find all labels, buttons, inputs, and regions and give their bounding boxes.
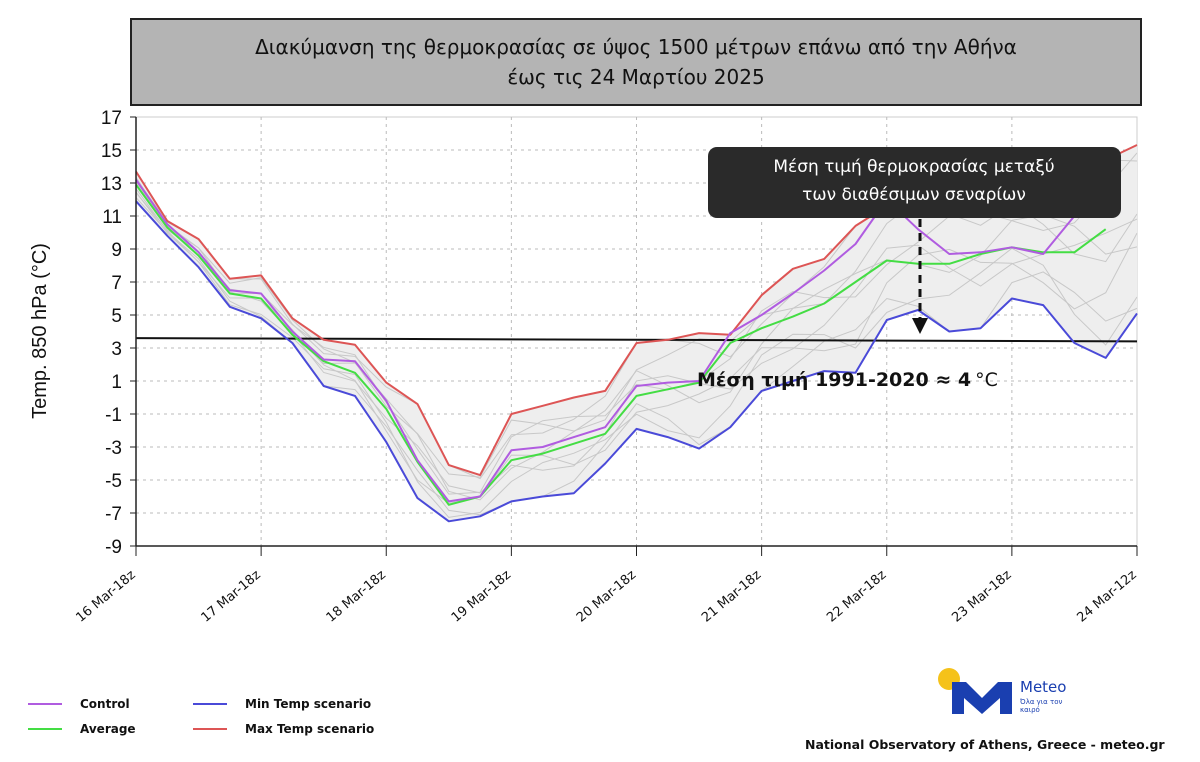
reference-line (135, 337, 1138, 343)
chart-title-line-2: έως τις 24 Μαρτίου 2025 (507, 65, 765, 89)
logo-tagline: Όλα για τον καιρό (1020, 698, 1063, 714)
legend-label-average: Average (80, 722, 136, 736)
legend-item-average: Average (28, 722, 136, 736)
legend-item-control: Control (28, 697, 130, 711)
series-line-control (135, 152, 1107, 503)
y-tick-label: 11 (102, 207, 122, 228)
y-tick-label: -5 (105, 471, 122, 492)
ensemble-member-line (135, 192, 1138, 494)
y-tick-label: 3 (111, 339, 122, 360)
y-tick-label: -9 (105, 537, 122, 558)
y-tick-label: 5 (111, 306, 122, 327)
annotation-box (708, 147, 1121, 218)
y-axis-label: Temp. 850 hPa (°C) (29, 243, 51, 419)
x-tick-label: 23 Mar-18z (949, 567, 1014, 625)
x-tick-label: 21 Mar-18z (699, 567, 764, 625)
chart-title-box: Διακύμανση της θερμοκρασίας σε ύψος 1500… (130, 18, 1142, 106)
x-tick-label: 19 Mar-18z (449, 567, 514, 625)
y-tick-label: -1 (105, 405, 122, 426)
y-tick-label: -7 (105, 504, 122, 525)
y-tick-label: 7 (111, 273, 122, 294)
legend-label-max-temp: Max Temp scenario (245, 722, 375, 736)
x-tick-label: 22 Mar-18z (824, 567, 889, 625)
series-line-average (135, 184, 1107, 506)
source-credit: National Observatory of Athens, Greece -… (805, 737, 1165, 752)
y-tick-label: -3 (105, 438, 122, 459)
x-tick-label: 24 Mar-12z (1074, 567, 1139, 625)
x-tick-label: 20 Mar-18z (574, 567, 639, 625)
legend-swatch-max-temp (193, 728, 227, 730)
annotation-line-2: των διαθέσιμων σεναρίων (802, 185, 1026, 205)
x-tick-label: 16 Mar-18z (73, 567, 138, 625)
x-tick-label: 18 Mar-18z (324, 567, 389, 625)
reference-label-main: Μέση τιμή 1991-2020 ≈ 4 (697, 369, 971, 391)
reference-label-unit: °C (975, 369, 998, 391)
y-tick-label: 9 (111, 240, 122, 261)
chart-title-line-1: Διακύμανση της θερμοκρασίας σε ύψος 1500… (255, 35, 1017, 59)
meteo-logo: Meteo Όλα για τον καιρό (938, 668, 1078, 724)
y-tick-label: 15 (101, 141, 122, 162)
y-tick-label: 13 (101, 174, 122, 195)
legend-swatch-average (28, 728, 62, 730)
y-tick-label: 1 (111, 372, 122, 393)
legend-item-max-temp: Max Temp scenario (193, 722, 374, 736)
annotation-arrow-head (912, 318, 928, 334)
legend-swatch-control (28, 703, 62, 705)
x-tick-label: 17 Mar-18z (199, 567, 264, 625)
scenario-envelope (136, 145, 1137, 522)
annotation-callout: Μέση τιμή θερμοκρασίας μεταξύ των διαθέσ… (708, 147, 1121, 334)
legend-label-control: Control (80, 697, 130, 711)
series-line-min-temp (135, 200, 1138, 523)
legend-item-min-temp: Min Temp scenario (193, 697, 371, 711)
meteo-m-icon (952, 682, 1012, 714)
reference-line-label: Μέση τιμή 1991-2020 ≈ 4 °C (697, 369, 998, 391)
logo-wordmark: Meteo (1020, 678, 1067, 696)
legend-swatch-min-temp (193, 703, 227, 705)
y-tick-label: 17 (101, 108, 122, 129)
annotation-line-1: Μέση τιμή θερμοκρασίας μεταξύ (773, 157, 1054, 177)
legend-label-min-temp: Min Temp scenario (245, 697, 372, 711)
